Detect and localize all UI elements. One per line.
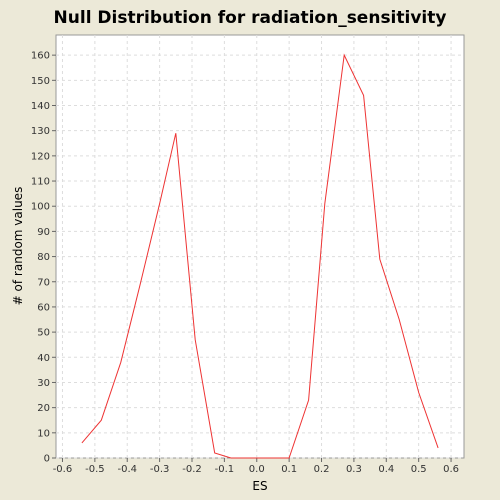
axes: -0.6 -0.5 -0.4 -0.3 -0.2 -0.1 0.0 0.1 0.2 0.3 0.4 0… (31, 51, 459, 475)
x-tick-label: 0.4 (378, 464, 394, 475)
data-point (398, 318, 400, 320)
data-point (230, 457, 232, 459)
data-point (213, 452, 215, 454)
x-tick-label: 0.5 (411, 464, 427, 475)
x-tick-label: -0.3 (150, 464, 170, 475)
data-point (417, 391, 419, 393)
y-tick-label: 130 (31, 126, 50, 137)
data-point (362, 94, 364, 96)
y-tick-label: 110 (31, 177, 50, 188)
y-tick-label: 20 (37, 403, 50, 414)
data-point (194, 338, 196, 340)
x-tick-label: -0.6 (53, 464, 73, 475)
y-tick-label: 0 (44, 454, 50, 465)
data-point (288, 457, 290, 459)
x-tick-label: -0.2 (182, 464, 202, 475)
data-point (379, 258, 381, 260)
y-tick-label: 70 (37, 277, 50, 288)
data-point (158, 202, 160, 204)
grid-lines (56, 35, 464, 459)
y-tick-label: 120 (31, 151, 50, 162)
y-tick-label: 160 (31, 51, 50, 62)
x-tick-label: 0.0 (249, 464, 265, 475)
y-tick-label: 140 (31, 101, 50, 112)
y-axis-title: # of random values (11, 187, 25, 306)
plot-area (55, 34, 465, 459)
data-point (120, 361, 122, 363)
y-tick-label: 10 (37, 428, 50, 439)
data-point (324, 202, 326, 204)
series-line (81, 53, 439, 459)
data-point (81, 442, 83, 444)
y-tick-label: 60 (37, 302, 50, 313)
y-tick-label: 40 (37, 353, 50, 364)
data-point (437, 447, 439, 449)
x-tick-label: -0.4 (117, 464, 137, 475)
data-point (343, 54, 345, 56)
y-tick-label: 150 (31, 76, 50, 87)
x-tick-label: -0.5 (85, 464, 105, 475)
y-tick-label: 80 (37, 252, 50, 263)
y-tick-label: 100 (31, 202, 50, 213)
y-tick-label: 30 (37, 378, 50, 389)
chart-title: Null Distribution for radiation_sensitiv… (54, 8, 447, 28)
x-tick-label: 0.3 (346, 464, 362, 475)
data-point (175, 132, 177, 134)
x-tick-label: 0.6 (443, 464, 459, 475)
y-tick-label: 50 (37, 328, 50, 339)
data-point (139, 283, 141, 285)
x-tick-label: 0.1 (281, 464, 297, 475)
data-point (100, 419, 102, 421)
series-layer (81, 53, 439, 459)
x-axis-title: ES (252, 479, 267, 493)
data-point (307, 399, 309, 401)
y-tick-label: 90 (37, 227, 50, 238)
x-tick-label: -0.1 (215, 464, 235, 475)
x-tick-label: 0.2 (314, 464, 330, 475)
